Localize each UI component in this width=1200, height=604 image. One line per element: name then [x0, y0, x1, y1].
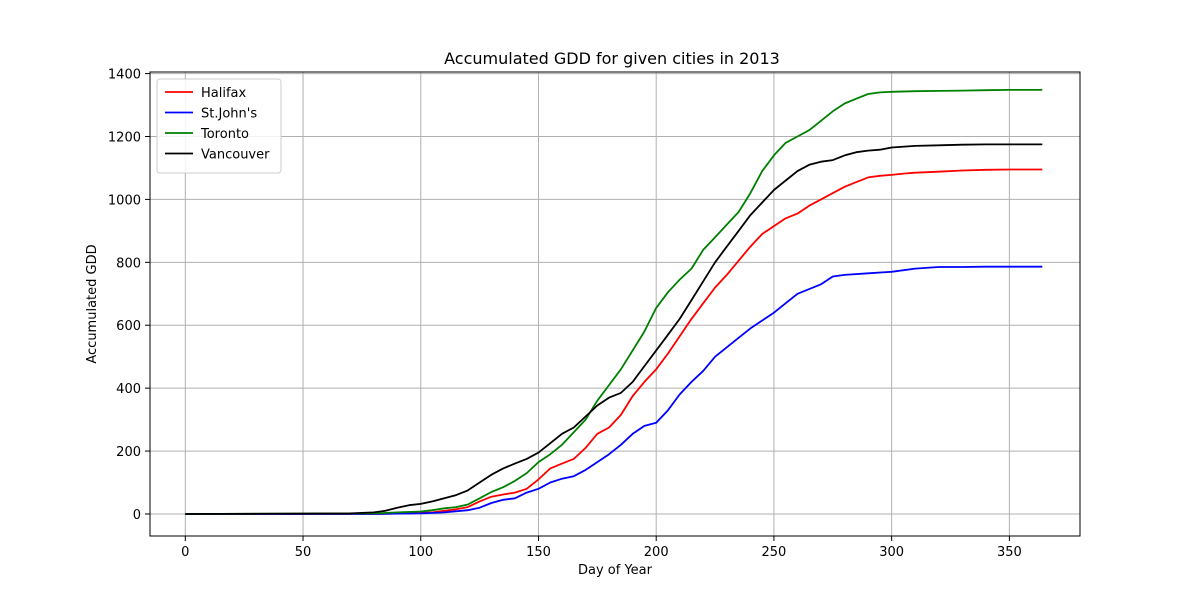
- x-tick-label: 50: [295, 545, 312, 560]
- y-axis-label: Accumulated GDD: [85, 244, 100, 363]
- x-axis-label: Day of Year: [578, 563, 653, 578]
- x-tick-label: 150: [526, 545, 551, 560]
- x-tick-label: 350: [997, 545, 1022, 560]
- y-tick-label: 1200: [108, 130, 141, 145]
- series-line-halifax: [185, 168, 1043, 515]
- legend-label-st-john-s: St.John's: [201, 107, 257, 122]
- x-tick-label: 100: [408, 545, 433, 560]
- x-tick-label: 0: [181, 545, 189, 560]
- x-tick-label: 300: [879, 545, 904, 560]
- y-tick-label: 200: [116, 445, 141, 460]
- y-tick-label: 1000: [108, 193, 141, 208]
- tick-layer: 0 50 100 150 200 250 300 350 0 200 400 600 800 1000 12…: [108, 68, 1022, 560]
- grid-layer: [150, 72, 1080, 536]
- y-tick-label: 800: [116, 256, 141, 271]
- legend: Halifax St.John's Toronto Vancouver: [156, 78, 282, 174]
- series-layer: [185, 89, 1043, 515]
- series-line-vancouver: [185, 143, 1043, 515]
- x-tick-label: 250: [762, 545, 787, 560]
- legend-label-toronto: Toronto: [200, 127, 249, 142]
- y-tick-label: 0: [133, 508, 141, 523]
- legend-label-vancouver: Vancouver: [201, 148, 270, 163]
- plot-frame: [149, 71, 1081, 537]
- x-tick-label: 200: [644, 545, 669, 560]
- y-tick-label: 1400: [108, 68, 141, 83]
- y-tick-label: 400: [116, 382, 141, 397]
- legend-box: [156, 78, 282, 174]
- legend-label-halifax: Halifax: [201, 86, 247, 101]
- chart-title: Accumulated GDD for given cities in 2013: [444, 49, 780, 68]
- series-line-toronto: [185, 89, 1043, 515]
- y-tick-label: 600: [116, 319, 141, 334]
- series-line-st-john-s: [185, 265, 1043, 515]
